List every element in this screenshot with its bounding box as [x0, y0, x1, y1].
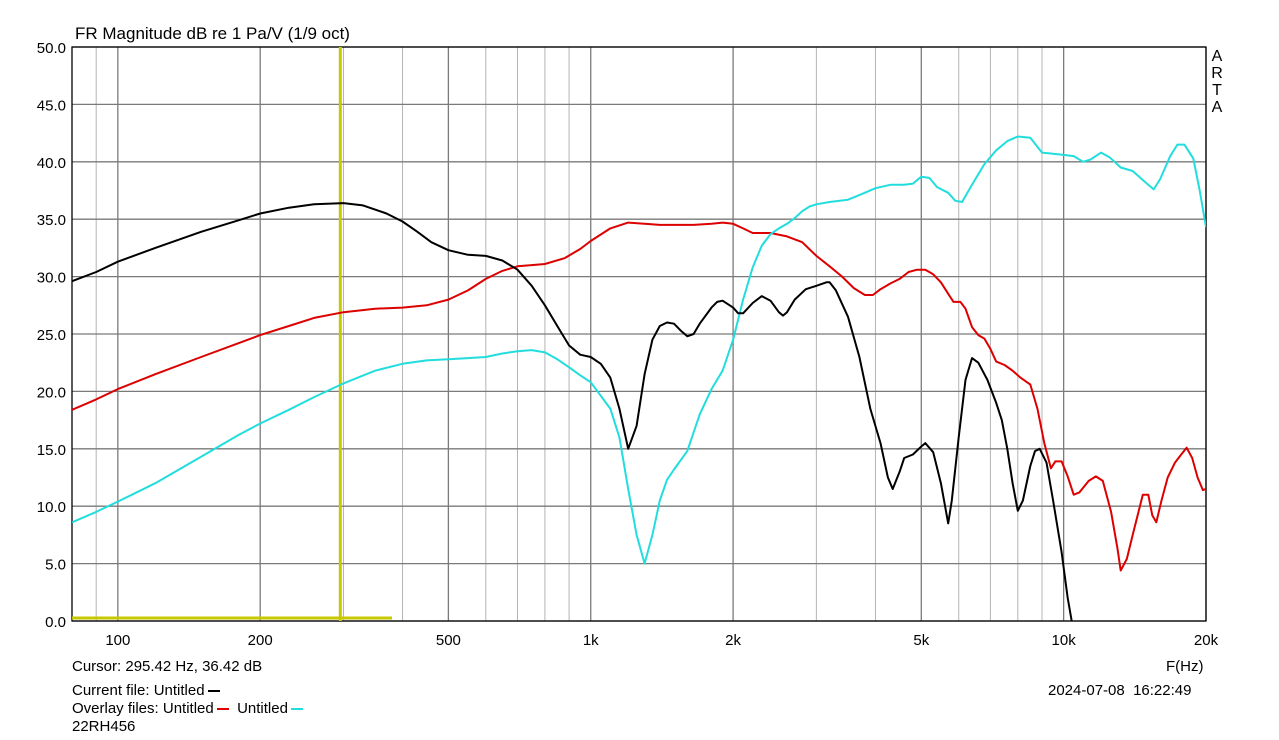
y-tick-label: 0.0: [45, 614, 66, 631]
series-line-3: [72, 135, 1206, 565]
y-tick-label: 30.0: [37, 270, 66, 287]
side-label-letter: A: [1212, 48, 1223, 65]
driver-name: 22RH456: [72, 718, 136, 735]
y-tick-label: 35.0: [37, 212, 66, 229]
x-tick-label: 2k: [725, 632, 741, 649]
current-file-name: Untitled: [153, 682, 205, 699]
x-tick-label: 100: [105, 632, 130, 649]
y-tick-label: 20.0: [37, 384, 66, 401]
y-tick-label: 50.0: [37, 40, 66, 57]
y-tick-label: 25.0: [37, 327, 66, 344]
y-tick-label: 40.0: [37, 155, 66, 172]
overlay-files-label: Overlay files:: [72, 700, 159, 717]
overlay-file-2-swatch: [290, 708, 303, 711]
date-text: 2024-07-08: [1048, 682, 1125, 699]
side-label-letter: T: [1212, 82, 1222, 99]
timestamp: 2024-07-08 16:22:49: [1048, 682, 1191, 700]
plot-frame: [71, 46, 1207, 622]
x-tick-label: 20k: [1194, 632, 1219, 649]
series-line-2: [72, 221, 1206, 572]
current-file-info: Current file: Untitled: [72, 682, 220, 700]
series-line-1: [72, 202, 1073, 621]
chart-title: FR Magnitude dB re 1 Pa/V (1/9 oct): [75, 24, 350, 43]
overlay-files-info: Overlay files: Untitled Untitled: [72, 700, 303, 718]
x-axis-label: F(Hz): [1166, 658, 1204, 675]
overlay-file-2-name: Untitled: [237, 700, 288, 717]
x-tick-label: 10k: [1052, 632, 1077, 649]
x-tick-label: 200: [248, 632, 273, 649]
cursor-readout: Cursor: 295.42 Hz, 36.42 dB: [72, 658, 262, 676]
overlay-file-1-swatch: [216, 708, 229, 711]
cursor-value: 295.42 Hz, 36.42 dB: [125, 658, 263, 675]
y-tick-label: 15.0: [37, 442, 66, 459]
overlay-file-1-name: Untitled: [162, 700, 214, 717]
side-label-letter: R: [1211, 65, 1223, 82]
y-tick-label: 45.0: [37, 97, 66, 114]
current-file-swatch: [207, 690, 220, 693]
y-tick-label: 5.0: [45, 557, 66, 574]
side-label-letter: A: [1212, 99, 1223, 116]
x-tick-label: 500: [436, 632, 461, 649]
x-tick-label: 5k: [913, 632, 929, 649]
cursor-label: Cursor:: [72, 658, 122, 675]
y-tick-label: 10.0: [37, 499, 66, 516]
x-tick-label: 1k: [583, 632, 599, 649]
time-text: 16:22:49: [1133, 682, 1192, 699]
current-file-label: Current file:: [72, 682, 150, 699]
